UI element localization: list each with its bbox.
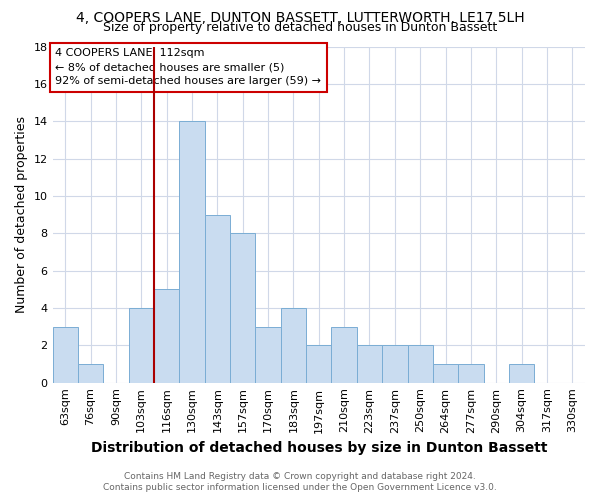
Y-axis label: Number of detached properties: Number of detached properties bbox=[15, 116, 28, 313]
Text: 4, COOPERS LANE, DUNTON BASSETT, LUTTERWORTH, LE17 5LH: 4, COOPERS LANE, DUNTON BASSETT, LUTTERW… bbox=[76, 11, 524, 25]
Bar bbox=[407, 346, 433, 383]
Bar bbox=[256, 326, 281, 382]
Bar bbox=[306, 346, 331, 383]
Text: Size of property relative to detached houses in Dunton Bassett: Size of property relative to detached ho… bbox=[103, 21, 497, 34]
Bar bbox=[205, 214, 230, 382]
X-axis label: Distribution of detached houses by size in Dunton Bassett: Distribution of detached houses by size … bbox=[91, 441, 547, 455]
Bar bbox=[382, 346, 407, 383]
Bar bbox=[154, 290, 179, 382]
Bar bbox=[179, 121, 205, 382]
Bar bbox=[281, 308, 306, 382]
Text: Contains HM Land Registry data © Crown copyright and database right 2024.
Contai: Contains HM Land Registry data © Crown c… bbox=[103, 472, 497, 492]
Bar bbox=[458, 364, 484, 382]
Bar bbox=[433, 364, 458, 382]
Bar bbox=[53, 326, 78, 382]
Bar bbox=[357, 346, 382, 383]
Bar bbox=[331, 326, 357, 382]
Bar bbox=[509, 364, 534, 382]
Bar bbox=[78, 364, 103, 382]
Text: 4 COOPERS LANE: 112sqm
← 8% of detached houses are smaller (5)
92% of semi-detac: 4 COOPERS LANE: 112sqm ← 8% of detached … bbox=[55, 48, 321, 86]
Bar bbox=[230, 234, 256, 382]
Bar bbox=[128, 308, 154, 382]
